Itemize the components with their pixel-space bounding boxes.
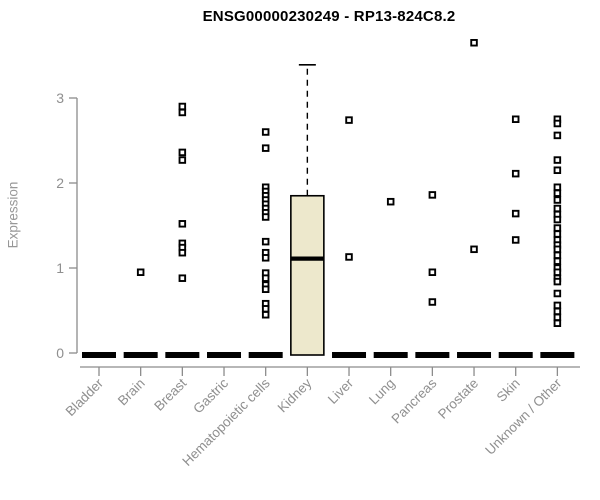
data-point [428,191,437,199]
data-point [178,274,187,282]
data-point [470,39,478,47]
data-point [553,257,562,265]
x-tick-label: Kidney [275,375,315,415]
x-tick-label: Lung [366,376,398,408]
y-tick-label: 2 [56,175,64,191]
data-point [261,274,270,282]
data-point [553,204,562,213]
data-point [553,313,562,322]
data-point [136,268,145,277]
data-point [511,115,520,123]
data-point [511,169,520,178]
data-point [553,196,562,204]
data-point [553,166,562,174]
x-tick-label: Unknown / Other [482,375,565,458]
data-point [261,254,270,262]
data-point [261,237,270,246]
data-point [261,305,270,313]
zero-expression-bar [248,352,283,358]
box [290,194,325,356]
data-point [178,248,187,257]
y-tick-label: 0 [56,345,64,361]
data-point [553,230,562,238]
zero-expression-bar [123,352,158,358]
data-point [553,289,562,298]
x-tick-label: Skin [494,376,523,405]
data-point [386,197,395,206]
data-point [178,102,187,111]
zero-expression-bar [165,352,200,358]
data-point [553,189,562,197]
data-point [345,253,353,261]
data-point [553,224,562,232]
zero-expression-bar [373,352,408,358]
data-point [553,319,562,328]
data-point [553,119,562,128]
x-tick-label: Breast [151,375,189,413]
data-point [178,148,187,157]
data-point [261,311,270,319]
y-tick-label: 3 [56,90,64,106]
data-point [553,245,562,254]
data-point [261,213,270,221]
x-tick-label: Pancreas [389,375,440,426]
zero-expression-bar [415,352,450,358]
data-point [428,268,437,277]
data-point [511,209,520,218]
data-point [261,285,270,294]
y-tick-label: 1 [56,260,64,276]
x-tick-label: Prostate [435,376,481,422]
zero-expression-bar [540,352,575,358]
data-point [553,156,562,164]
data-point [511,236,520,244]
data-point [345,116,353,124]
zero-expression-bar [457,352,492,358]
data-point [553,268,562,277]
data-point [178,156,187,164]
data-point [553,301,562,310]
data-point [553,307,562,316]
data-point [261,144,270,152]
zero-expression-bar [82,352,116,358]
data-point [553,251,562,259]
x-tick-label: Gastric [190,375,231,416]
zero-expression-bar [207,352,242,358]
chart-title: ENSG00000230249 - RP13-824C8.2 [202,8,456,25]
x-tick-label: Bladder [63,375,107,419]
x-tick-label: Brain [115,376,148,409]
x-tick-label: Liver [325,375,357,407]
data-point [178,108,187,117]
data-point [553,215,562,224]
data-point [553,131,562,140]
data-point [261,128,270,136]
zero-expression-bar [332,352,367,358]
data-point [178,220,187,228]
data-point [470,245,478,254]
data-point [428,298,437,306]
data-point [553,183,562,191]
zero-expression-bar [498,352,533,358]
data-point [553,277,562,286]
